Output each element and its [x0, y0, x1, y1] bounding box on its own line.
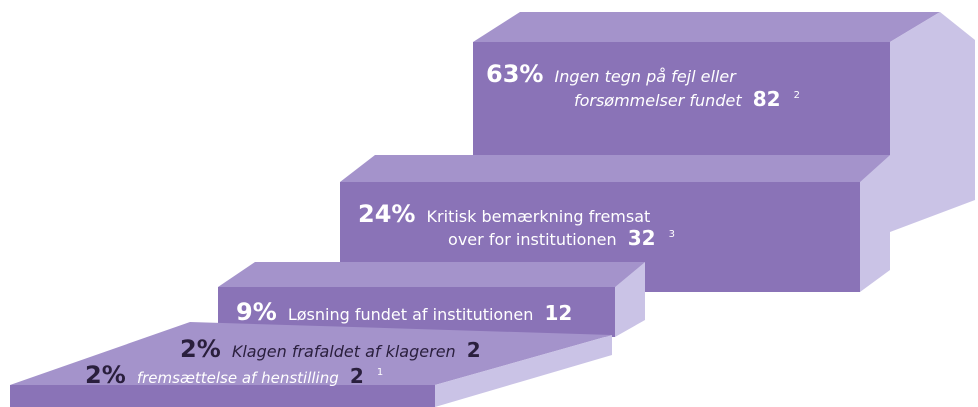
label: Løsning fundet af institutionen — [288, 305, 534, 324]
count: 82 — [753, 87, 781, 111]
step-side — [890, 12, 975, 232]
footnote: 2 — [794, 90, 800, 101]
count: 32 — [628, 226, 656, 250]
percent: 2% — [85, 361, 126, 389]
label: Ingen tegn på fejl eller — [555, 67, 738, 86]
step-label: 2% Klagen frafaldet af klageren 2 — [180, 335, 481, 363]
label: fremsættelse af henstilling — [137, 369, 339, 387]
footnote: 1 — [377, 367, 383, 378]
step-front — [10, 385, 435, 407]
count: 12 — [544, 301, 572, 325]
step-top — [10, 322, 612, 385]
footnote: 3 — [669, 229, 675, 240]
label: forsømmelser fundet — [574, 91, 742, 110]
step-label: 63% Ingen tegn på fejl eller — [486, 60, 737, 88]
count: 2 — [350, 364, 364, 388]
step-label: over for institutionen 32 3 — [448, 226, 675, 250]
step-side — [615, 262, 645, 337]
step-label: 2% fremsættelse af henstilling 2 1 — [85, 361, 383, 389]
percent: 63% — [486, 60, 543, 88]
percent: 24% — [358, 200, 415, 228]
label: Klagen frafaldet af klageren — [232, 342, 456, 361]
step-side — [435, 335, 612, 407]
percent: 2% — [180, 335, 221, 363]
step-top — [218, 262, 645, 287]
step-top — [473, 12, 940, 42]
count: 2 — [467, 338, 481, 362]
step-label: 24% Kritisk bemærkning fremsat — [358, 200, 650, 228]
step-side — [860, 155, 890, 292]
percent: 9% — [236, 298, 277, 326]
step-label: forsømmelser fundet 82 2 — [574, 87, 800, 111]
step-label: 9% Løsning fundet af institutionen 12 — [236, 298, 572, 326]
step-top — [340, 155, 890, 182]
label: over for institutionen — [448, 230, 617, 249]
label: Kritisk bemærkning fremsat — [427, 207, 651, 226]
